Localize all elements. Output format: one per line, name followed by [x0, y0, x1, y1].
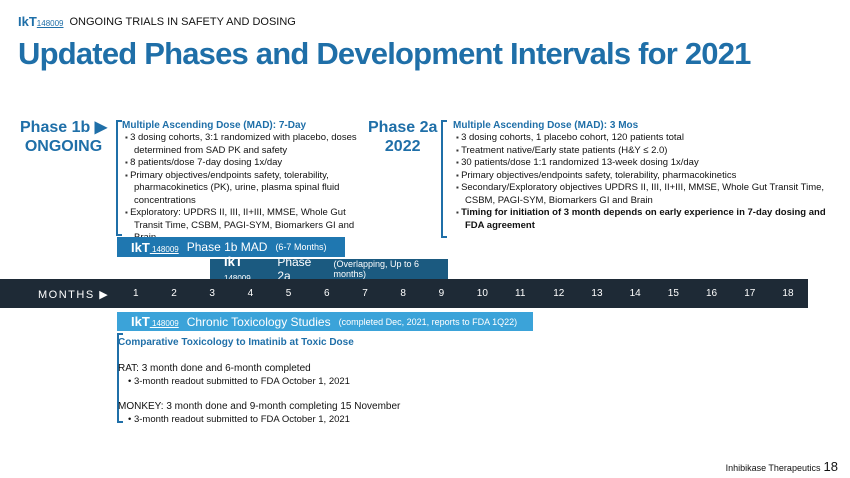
month-tick: 15: [667, 288, 679, 299]
month-tick: 13: [591, 288, 603, 299]
logo: IkT148009: [18, 14, 64, 29]
month-tick: 6: [324, 288, 330, 299]
bracket: [117, 333, 123, 423]
month-tick: 9: [438, 288, 445, 299]
month-tick: 1: [133, 288, 139, 299]
months-timeline: MONTHS ▶ 1 2 3 4 5 6 7 8 9 10 11 12 13 14 15 16 17 18: [0, 279, 808, 308]
phase2a-details: Multiple Ascending Dose (MAD): 3 Mos 3 d…: [453, 120, 838, 232]
phase1b-label: Phase 1b ▶ ONGOING: [20, 119, 108, 155]
month-tick: 5: [285, 288, 292, 299]
month-tick: 10: [476, 288, 488, 299]
month-tick: 7: [362, 288, 368, 299]
phase1b-bar: IkT 148009 Phase 1b MAD (6-7 Months): [117, 237, 345, 257]
page-title: Updated Phases and Development Intervals…: [18, 36, 751, 71]
month-tick: 17: [744, 288, 756, 299]
month-tick: 11: [515, 288, 526, 299]
phase1b-details: Multiple Ascending Dose (MAD): 7-Day 3 d…: [122, 120, 367, 245]
tox-bar: IkT 148009 Chronic Toxicology Studies (com…: [117, 312, 533, 331]
footer: Inhibikase Therapeutics 18: [725, 459, 838, 474]
phase2a-label: Phase 2a 2022: [368, 119, 438, 155]
month-tick: 12: [553, 288, 565, 299]
month-tick: 4: [247, 288, 254, 299]
month-tick: 2: [171, 288, 177, 299]
month-tick: 8: [400, 288, 406, 299]
section-label: ONGOING TRIALS IN SAFETY AND DOSING: [69, 15, 296, 28]
month-tick: 16: [706, 288, 718, 299]
bracket: [116, 120, 122, 236]
bracket: [441, 120, 447, 238]
month-tick: 3: [209, 288, 215, 299]
header: IkT148009 ONGOING TRIALS IN SAFETY AND D…: [18, 14, 296, 29]
tox-details: Comparative Toxicology to Imatinib at To…: [118, 337, 401, 425]
month-tick: 14: [629, 288, 641, 299]
page-number: 18: [823, 459, 838, 474]
month-tick: 18: [782, 288, 794, 299]
